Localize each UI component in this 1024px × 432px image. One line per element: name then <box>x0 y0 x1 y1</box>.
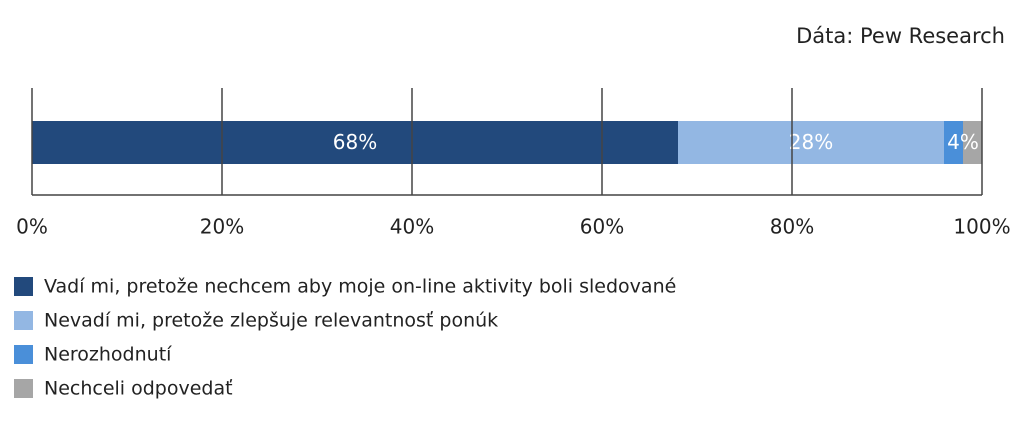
annotation: 4% <box>947 130 979 154</box>
x-tick-label: 60% <box>580 215 624 239</box>
source: Dáta: Pew Research <box>796 24 1005 48</box>
legend-swatch <box>14 311 33 330</box>
x-tick-label: 20% <box>200 215 244 239</box>
x-tick-label: 40% <box>390 215 434 239</box>
legend-swatch <box>14 379 33 398</box>
bar-segment <box>963 121 982 164</box>
x-tick-label: 100% <box>953 215 1010 239</box>
legend-label: Nerozhodnutí <box>44 344 172 366</box>
legend-label: Vadí mi, pretože nechcem aby moje on-lin… <box>44 276 676 298</box>
bar-segment <box>944 121 963 164</box>
bar-segment <box>678 121 944 164</box>
legend-swatch <box>14 277 33 296</box>
x-tick-label: 80% <box>770 215 814 239</box>
value-label: 68% <box>333 130 377 154</box>
bar-segment <box>32 121 678 164</box>
legend-label: Nevadí mi, pretože zlepšuje relevantnosť… <box>44 310 498 332</box>
x-tick-label: 0% <box>16 215 48 239</box>
value-label: 28% <box>789 130 833 154</box>
legend-swatch <box>14 345 33 364</box>
legend-label: Nechceli odpovedať <box>44 378 233 400</box>
